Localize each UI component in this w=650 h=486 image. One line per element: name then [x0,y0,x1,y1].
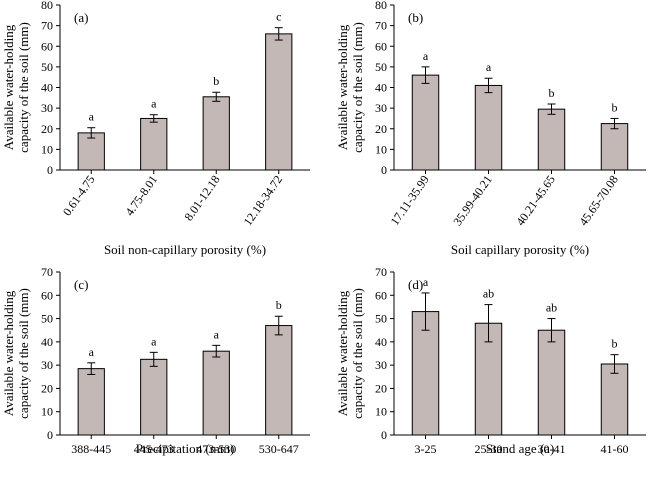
panel-c-y-axis-title: Available water-holding [1,290,16,416]
panel-a-category-label: 4.75-8.01 [122,173,160,219]
panel-d-category-label: 3-25 [415,442,437,456]
panel-c-category-label: 445-473 [134,442,174,456]
panel-a-label: (a) [74,10,88,25]
panel-c-category-label: 530-647 [259,442,299,456]
panel-d-category-label: 30-41 [538,442,566,456]
panel-b-y-tick-label: 40 [375,81,387,95]
panel-d-significance-label: ab [483,287,494,301]
panel-b-category-label: 40.21-45.65 [513,173,558,229]
panel-d-y-tick-label: 30 [375,358,387,372]
panel-a-bar [140,117,168,171]
panel-b-y-tick-label: 30 [375,101,387,115]
panel-a-y-axis-title: Available water-holding [1,24,16,150]
panel-d-category-label: 25-30 [475,442,503,456]
panel-d-y-tick-label: 50 [375,312,387,326]
panel-b-bar [600,123,629,171]
panel-c-bar [77,368,105,436]
panel-d-x-axis-title: Stand age (a) [486,441,555,456]
panel-a-x-axis-title: Soil non-capillary porosity (%) [104,242,266,257]
panel-a-y-tick-label: 20 [41,122,53,136]
panel-b-significance-label: b [612,100,618,114]
panel-d-y-axis-title: capacity of the soil (mm) [350,288,365,419]
panel-c-significance-label: a [151,334,157,348]
panel-c-label: (c) [74,277,88,292]
panel-d-category-label: 41-60 [601,442,629,456]
panel-a-significance-label: c [276,10,281,24]
panel-d-y-tick-label: 60 [375,288,387,302]
panel-d-y-tick-label: 20 [375,381,387,395]
panel-d-y-tick-label: 40 [375,335,387,349]
panel-b-significance-label: a [486,60,492,74]
panel-b-y-tick-label: 50 [375,60,387,74]
panel-d-y-axis-title: Available water-holding [335,290,350,416]
panel-b-y-tick-label: 10 [375,142,387,156]
panel-b-category-label: 45.65-70.08 [576,173,621,229]
panel-c-y-tick-label: 70 [41,265,53,279]
panel-d-bar [600,363,629,436]
panel-a-y-axis-title: capacity of the soil (mm) [16,22,31,153]
panel-b-y-axis-title: Available water-holding [335,24,350,150]
panel-c-x-axis-title: Precipitation (mm) [136,441,235,456]
panel-a-bar [202,96,230,171]
panel-a-category-label: 12.18-34.72 [240,173,285,229]
panel-c-category-label: 388-445 [71,442,111,456]
panel-a-y-tick-label: 70 [41,19,53,33]
panel-b-y-tick-label: 0 [381,163,387,177]
panel-b-category-label: 35.99-40.21 [450,173,495,229]
panel-b-y-tick-label: 20 [375,122,387,136]
panel-b-y-tick-label: 70 [375,19,387,33]
panel-c-y-tick-label: 10 [41,405,53,419]
panel-a-category-label: 8.01-12.18 [181,173,222,224]
panel-c-y-tick-label: 30 [41,358,53,372]
panel-a-significance-label: a [151,97,157,111]
panel-a-y-tick-label: 80 [41,0,53,12]
panel-c-bar [265,325,293,436]
panel-a-y-tick-label: 40 [41,81,53,95]
panel-a-y-tick-label: 30 [41,101,53,115]
panel-c-y-tick-label: 60 [41,288,53,302]
panel-b-y-axis-title: capacity of the soil (mm) [350,22,365,153]
panel-b-category-label: 17.11-35.99 [387,173,431,228]
panel-a-bar [77,132,105,171]
panel-b-y-tick-label: 80 [375,0,387,12]
panel-b-bar [474,84,503,171]
panel-a-significance-label: a [89,110,95,124]
panel-d-significance-label: ab [546,301,557,315]
panel-b-significance-label: a [423,49,429,63]
panel-c-significance-label: b [276,298,282,312]
panel-b-x-axis-title: Soil capillary porosity (%) [451,242,589,257]
panel-d-significance-label: a [423,275,429,289]
panel-a-y-tick-label: 0 [47,163,53,177]
panel-c-y-tick-label: 0 [47,428,53,442]
panel-d-y-tick-label: 70 [375,265,387,279]
panel-c-bar [202,350,230,436]
panel-a-y-tick-label: 50 [41,60,53,74]
panel-c-category-label: 473-530 [196,442,236,456]
panel-c-significance-label: a [214,327,220,341]
panel-a-significance-label: b [213,74,219,88]
panel-d-bar [537,329,566,436]
panel-c-y-tick-label: 40 [41,335,53,349]
panel-a-y-tick-label: 10 [41,142,53,156]
panel-b-bar [537,108,566,171]
panel-a-y-tick-label: 60 [41,39,53,53]
panel-d-significance-label: b [612,337,618,351]
panel-d-label: (d) [408,277,423,292]
panel-c-y-axis-title: capacity of the soil (mm) [16,288,31,419]
panel-a-category-label: 0.61-4.75 [60,173,98,219]
panel-d-y-tick-label: 0 [381,428,387,442]
panel-b-label: (b) [408,10,423,25]
panel-a-bar [265,33,293,171]
panel-b-y-tick-label: 60 [375,39,387,53]
panel-c-y-tick-label: 50 [41,312,53,326]
panel-c-bar [140,358,168,436]
panel-b-significance-label: b [549,86,555,100]
panel-c-significance-label: a [89,345,95,359]
panel-c-y-tick-label: 20 [41,381,53,395]
panel-b-bar [411,74,440,171]
panel-d-y-tick-label: 10 [375,405,387,419]
